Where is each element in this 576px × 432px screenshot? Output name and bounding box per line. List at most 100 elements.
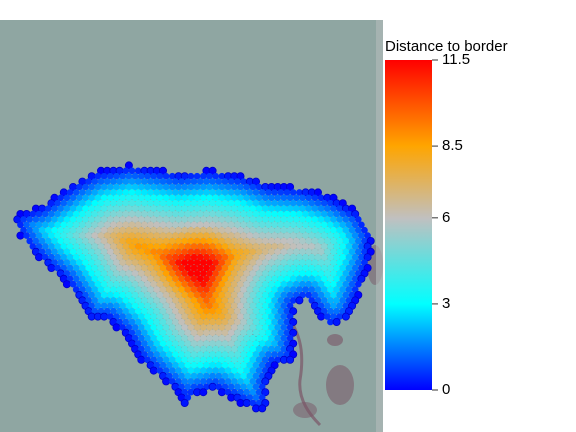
spot [227, 340, 235, 347]
spot [283, 307, 291, 315]
spot [252, 318, 260, 326]
spot [330, 237, 337, 245]
spot [243, 237, 250, 245]
spot [113, 291, 120, 299]
spot [66, 199, 74, 207]
spot [240, 178, 247, 185]
spot [134, 318, 142, 326]
spot [190, 199, 198, 207]
spot [165, 286, 173, 293]
spot [94, 183, 102, 191]
spot [286, 216, 294, 223]
spot [348, 226, 356, 234]
spot [103, 243, 111, 250]
spot [227, 210, 235, 218]
spot [144, 194, 151, 202]
spot [271, 253, 278, 261]
spot [215, 189, 223, 196]
spot [274, 194, 282, 202]
spot [172, 286, 179, 293]
spot [215, 286, 223, 293]
spot [97, 243, 105, 250]
spot [268, 280, 275, 288]
spot [296, 253, 303, 261]
spot [159, 232, 167, 239]
spot [125, 291, 133, 299]
spot [299, 194, 306, 202]
spot [221, 199, 229, 207]
spot [261, 388, 270, 397]
spot [156, 216, 164, 223]
spot [271, 297, 278, 304]
spot [227, 199, 235, 207]
spot [224, 226, 232, 234]
spot [153, 275, 161, 283]
spot [289, 307, 298, 316]
spot [252, 286, 260, 293]
spot [224, 324, 232, 331]
spot [265, 221, 272, 229]
spot [265, 264, 272, 272]
spot [184, 178, 192, 185]
spot [88, 291, 95, 299]
spot [184, 340, 192, 347]
spot [243, 313, 250, 320]
spot [141, 286, 148, 293]
spot [234, 351, 241, 358]
spot [234, 221, 241, 229]
spot [221, 329, 229, 337]
spot [162, 367, 170, 374]
spot [258, 243, 266, 250]
spot [128, 275, 136, 283]
spot [196, 243, 204, 250]
spot [234, 178, 241, 185]
spot [271, 286, 278, 293]
spot [159, 178, 167, 185]
spot [38, 216, 46, 223]
spot [249, 334, 257, 342]
spot [112, 323, 121, 332]
spot [336, 226, 344, 234]
spot [274, 205, 282, 212]
spot [169, 324, 176, 331]
spot [153, 297, 161, 304]
spot [119, 172, 126, 180]
spot [122, 221, 130, 229]
spot [193, 345, 201, 353]
spot [162, 194, 170, 202]
spot [243, 270, 250, 277]
spot [193, 270, 201, 277]
spot [94, 226, 102, 234]
spot [327, 199, 334, 207]
spot [209, 243, 216, 250]
spot [165, 275, 173, 283]
spot [97, 297, 105, 304]
spot [172, 253, 179, 261]
spot [283, 189, 291, 196]
spot [125, 226, 133, 234]
spot [103, 199, 111, 207]
spot [100, 312, 109, 321]
spot [113, 259, 120, 266]
spot [212, 378, 219, 385]
spot [153, 232, 161, 239]
spot [305, 291, 313, 299]
spot [299, 216, 306, 223]
spot [327, 210, 334, 218]
spot [184, 383, 192, 391]
spot [296, 264, 303, 272]
spot [153, 286, 161, 293]
spot [324, 226, 331, 234]
spot [224, 302, 232, 310]
spot [190, 307, 198, 315]
spot [125, 302, 133, 310]
spot [190, 372, 198, 380]
spot [165, 307, 173, 315]
spot [240, 297, 247, 304]
spot [237, 367, 244, 374]
spot [82, 194, 89, 202]
spot [159, 361, 167, 369]
spot [224, 183, 232, 191]
spot [302, 199, 309, 207]
spot [237, 216, 244, 223]
